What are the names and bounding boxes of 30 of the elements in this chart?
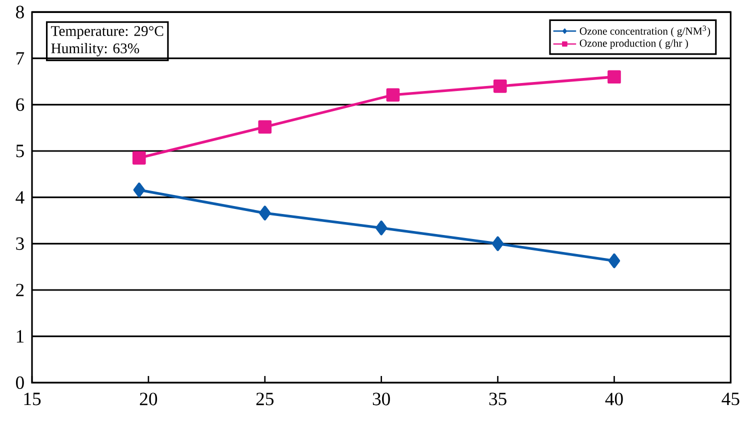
point: [493, 79, 507, 93]
x-tick-label: 25: [256, 392, 274, 406]
point: [133, 182, 145, 198]
x-tick-label: 30: [372, 392, 390, 406]
point: [259, 206, 271, 220]
annotation: Humility: 63%: [51, 43, 140, 56]
x-tick-label: 45: [722, 392, 740, 406]
y-tick-label: 7: [16, 52, 24, 64]
y-tick-label: 6: [16, 98, 24, 111]
y-tick-label: 4: [16, 191, 24, 204]
y-tick-label: 2: [16, 284, 24, 296]
point: [492, 236, 504, 252]
point: [608, 253, 620, 268]
y-tick-label: 3: [16, 237, 24, 250]
point: [132, 151, 146, 165]
y-tick-label: 1: [16, 330, 24, 342]
x-tick-label: 40: [605, 392, 623, 406]
point: [608, 70, 621, 84]
y-tick-label: 0: [16, 376, 24, 389]
y-tick-label: 8: [16, 6, 24, 18]
point: [386, 88, 400, 102]
legend-label: Ozone concentration ( g/NM$^{3}$): [580, 26, 710, 37]
point: [258, 120, 272, 134]
y-tick-label: 5: [16, 144, 24, 158]
point: [376, 220, 388, 236]
legend-label: Ozone production ( g/hr ): [580, 39, 688, 49]
x-tick-label: 15: [24, 392, 41, 406]
x-tick-label: 35: [489, 392, 506, 406]
x-tick-label: 20: [140, 392, 158, 406]
annotation: Temperature: 29°C: [51, 26, 164, 39]
